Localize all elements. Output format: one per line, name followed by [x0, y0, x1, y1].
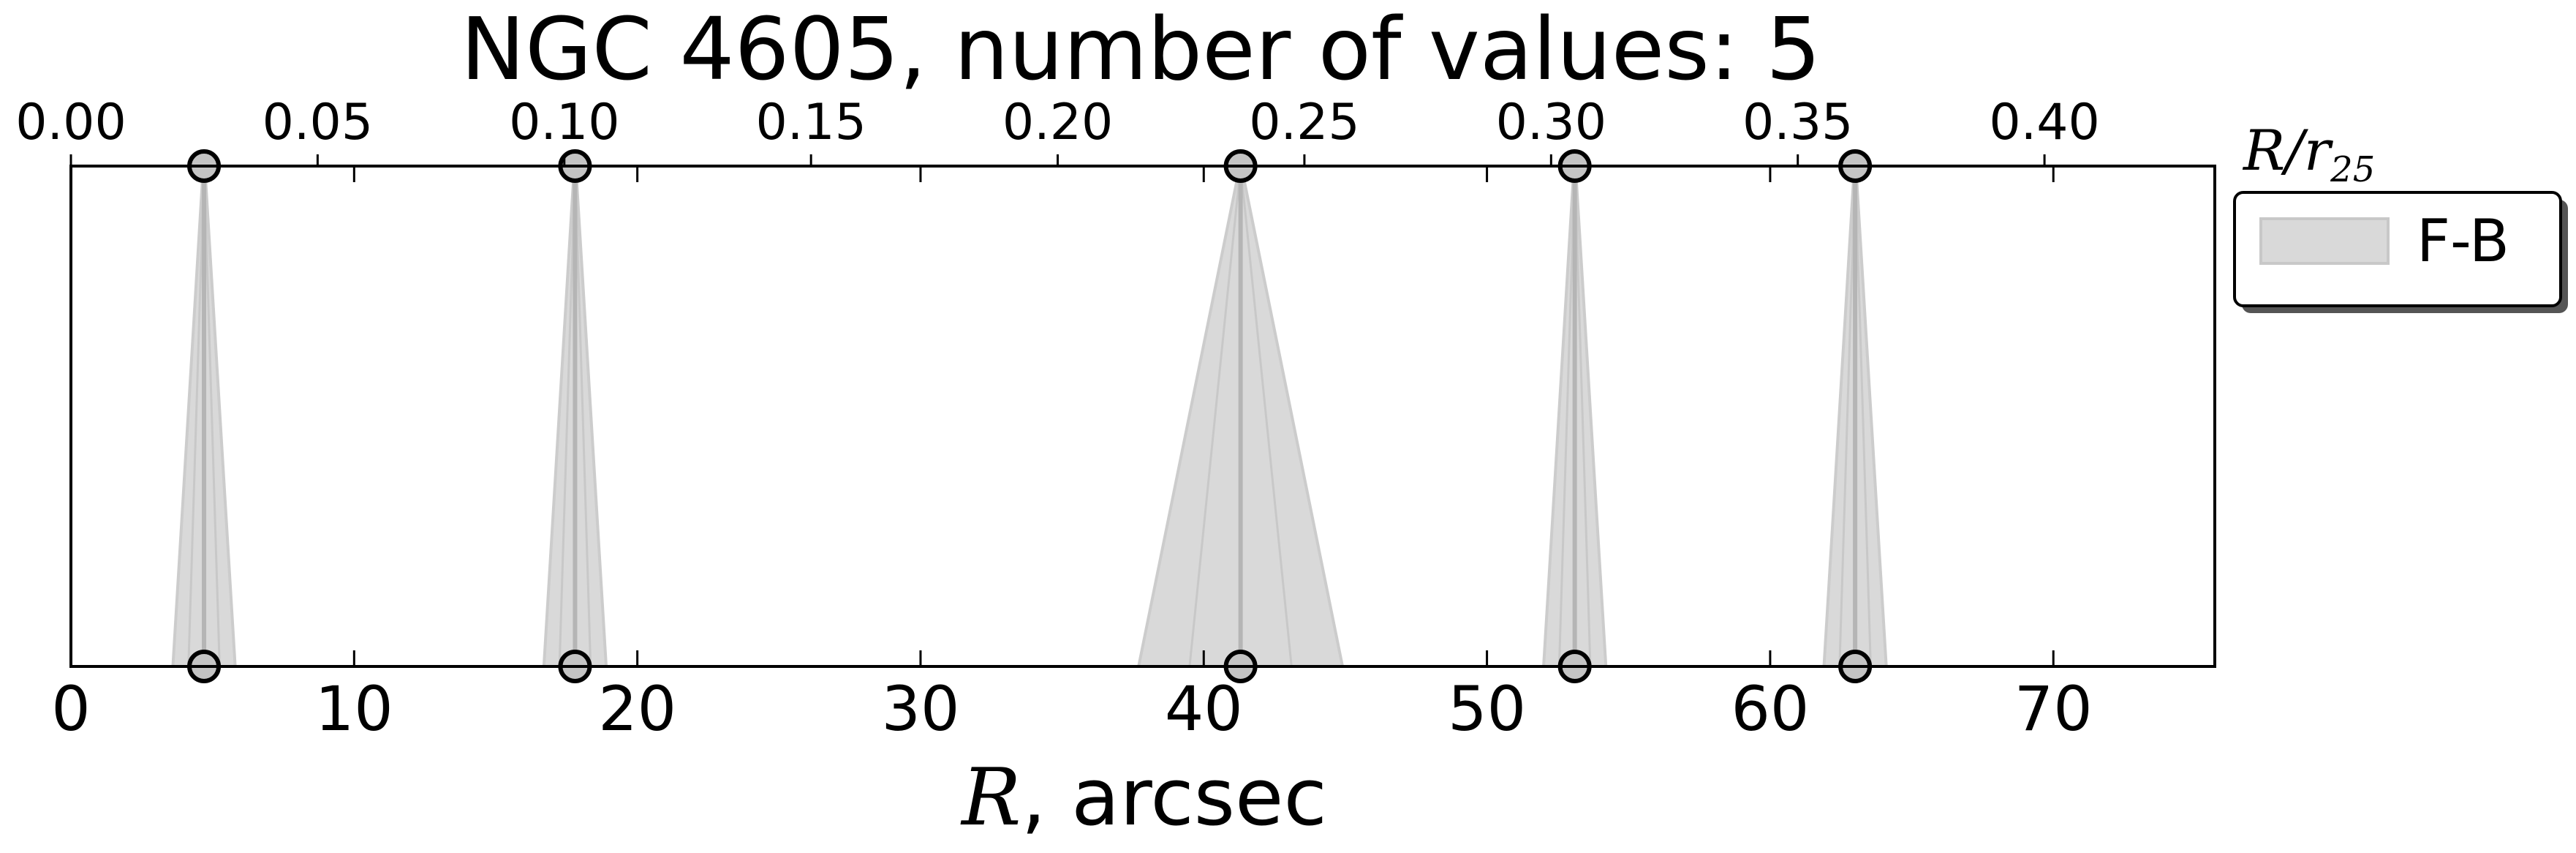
legend-entry-label: F-B: [2417, 207, 2509, 275]
data-point-2: [542, 149, 608, 683]
top-axis: 0.00 0.05 0.10 0.15 0.20 0.25 0.30 0.35 0.40: [15, 94, 2100, 166]
top-tick-label: 0.30: [1496, 94, 1606, 151]
x-tick-label: 20: [598, 673, 676, 745]
top-axis-label-symbol: R/r: [2242, 118, 2334, 183]
bottom-axis: 0 10 20 30 40 50 60 70: [51, 166, 2093, 745]
x-tick-label: 40: [1165, 673, 1243, 745]
error-band-edge-left: [1838, 165, 1857, 667]
legend: F-B: [2233, 191, 2568, 313]
top-axis-label-subscript: 25: [2330, 149, 2375, 190]
top-tick-label: 0.05: [262, 94, 373, 151]
x-tick-label: 70: [2014, 673, 2093, 745]
error-band-edge-left: [1188, 165, 1242, 667]
error-band-edge-right: [1854, 165, 1872, 667]
top-tick-label: 0.15: [755, 94, 866, 151]
x-tick-label: 50: [1448, 673, 1526, 745]
x-tick-label: 0: [51, 673, 90, 745]
top-tick-label: 0.25: [1249, 94, 1359, 151]
data-point-3: [1136, 149, 1345, 683]
top-axis-label: R/r25: [2242, 118, 2375, 190]
top-tick-label: 0.10: [509, 94, 619, 151]
x-tick-label: 60: [1731, 673, 1809, 745]
x-axis-label-text: , arcsec: [1021, 752, 1326, 843]
top-tick-label: 0.35: [1742, 94, 1853, 151]
top-tick-label: 0.00: [15, 94, 126, 151]
data-point-4: [1541, 149, 1608, 683]
data-point-5: [1822, 149, 1888, 683]
x-tick-label: 30: [882, 673, 960, 745]
x-tick-label: 10: [315, 673, 393, 745]
top-tick-label: 0.20: [1002, 94, 1113, 151]
error-band-edge-right: [573, 165, 592, 667]
error-band-edge-left: [1557, 165, 1576, 667]
top-tick-label: 0.40: [1989, 94, 2099, 151]
error-band-edge-right: [1239, 165, 1293, 667]
x-axis-label-symbol: R: [960, 752, 1021, 843]
legend-swatch: [2259, 217, 2390, 265]
error-band-edge-left: [558, 165, 576, 667]
data-point-1: [171, 149, 237, 683]
error-band-edge-right: [1574, 165, 1592, 667]
data-marks: [171, 149, 1888, 683]
plot-frame: [69, 165, 2216, 668]
error-band-edge-left: [187, 165, 205, 667]
chart-title: NGC 4605, number of values: 5: [461, 0, 1821, 99]
x-axis-label: R, arcsec: [960, 752, 1327, 843]
error-band-edge-right: [203, 165, 221, 667]
